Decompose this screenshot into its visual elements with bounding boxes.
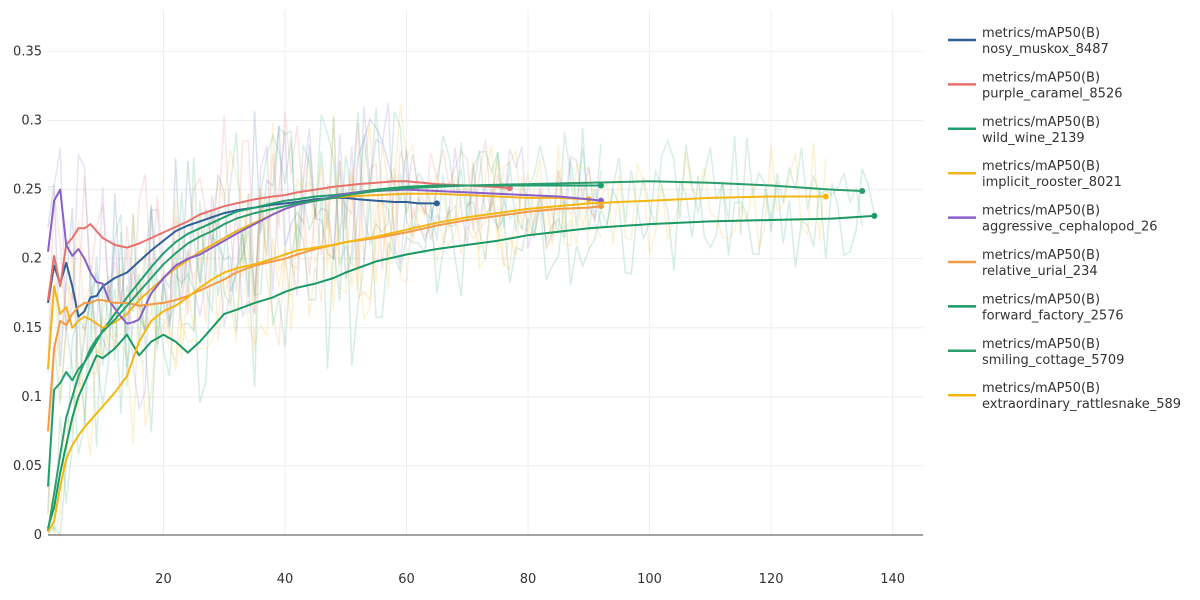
legend-run-name: nosy_muskox_8487 [982,42,1109,57]
y-tick-label: 0.35 [13,44,42,59]
series-end-marker [506,185,513,192]
series-end-marker [871,212,878,219]
series-end-marker [859,187,866,194]
x-tick-label: 60 [398,572,415,587]
legend-run-name: extraordinary_rattlesnake_589 [982,397,1181,412]
legend-run-name: smiling_cottage_5709 [982,353,1124,368]
series-line-extraordinary_rattlesnake_589[interactable] [47,195,826,533]
y-tick-label: 0.25 [13,183,42,198]
y-tick-label: 0.1 [21,390,42,405]
series-line-purple_caramel_8526[interactable] [47,180,510,301]
legend-metric-label: metrics/mAP50(B) [982,70,1100,85]
series-line-aggressive_cephalopod_26[interactable] [47,188,602,325]
legend-item[interactable]: metrics/mAP50(B)smiling_cottage_5709 [948,337,1124,368]
raw-series-line [47,142,827,536]
series-line-smiling_cottage_5709[interactable] [47,180,863,532]
y-tick-label: 0.05 [13,459,42,474]
series-line-nosy_muskox_8487[interactable] [47,196,437,318]
raw-series-line [47,107,863,532]
legend-metric-label: metrics/mAP50(B) [982,248,1100,263]
legend-item[interactable]: metrics/mAP50(B)purple_caramel_8526 [948,70,1122,101]
legend-item[interactable]: metrics/mAP50(B)extraordinary_rattlesnak… [948,381,1181,412]
x-tick-label: 40 [277,572,294,587]
legend-metric-label: metrics/mAP50(B) [982,26,1100,41]
axes: 0 0.05 0.1 0.15 0.2 0.25 0.3 0.35 20 40 60 80 100 120… [13,44,923,587]
x-tick-label: 100 [637,572,662,587]
legend-run-name: relative_urial_234 [982,264,1098,279]
x-tick-label: 120 [759,572,784,587]
legend-run-name: aggressive_cephalopod_26 [982,220,1158,235]
legend-metric-label: metrics/mAP50(B) [982,115,1100,130]
series-line-relative_urial_234[interactable] [47,205,602,432]
legend-metric-label: metrics/mAP50(B) [982,292,1100,307]
series-layer [47,180,878,533]
x-tick-label: 140 [880,572,905,587]
y-tick-label: 0.15 [13,321,42,336]
x-tick-label: 20 [155,572,172,587]
raw-series-layer [47,102,876,538]
raw-series-line [47,102,602,411]
legend-item[interactable]: metrics/mAP50(B)implicit_rooster_8021 [948,159,1122,190]
raw-series-line [47,111,511,373]
series-end-marker [597,182,604,189]
legend-metric-label: metrics/mAP50(B) [982,159,1100,174]
y-tick-label: 0 [34,528,42,543]
legend-run-name: forward_factory_2576 [982,308,1124,323]
legend-item[interactable]: metrics/mAP50(B)nosy_muskox_8487 [948,26,1109,57]
x-tick-label: 80 [520,572,537,587]
series-end-marker [822,193,829,200]
grid [48,10,923,535]
legend-item[interactable]: metrics/mAP50(B)aggressive_cephalopod_26 [948,204,1158,235]
legend-item[interactable]: metrics/mAP50(B)forward_factory_2576 [948,292,1124,323]
series-line-implicit_rooster_8021[interactable] [47,192,589,370]
legend-run-name: implicit_rooster_8021 [982,175,1122,190]
legend-item[interactable]: metrics/mAP50(B)wild_wine_2139 [948,115,1100,146]
legend: metrics/mAP50(B)nosy_muskox_8487metrics/… [948,26,1181,412]
raw-series-line [47,111,602,514]
legend-run-name: wild_wine_2139 [982,131,1085,146]
legend-item[interactable]: metrics/mAP50(B)relative_urial_234 [948,248,1100,279]
series-end-marker [433,200,440,207]
series-line-forward_factory_2576[interactable] [47,214,875,529]
legend-metric-label: metrics/mAP50(B) [982,381,1100,396]
y-tick-label: 0.3 [21,114,42,129]
legend-metric-label: metrics/mAP50(B) [982,337,1100,352]
y-tick-label: 0.2 [21,252,42,267]
series-end-marker [597,203,604,210]
legend-metric-label: metrics/mAP50(B) [982,204,1100,219]
legend-run-name: purple_caramel_8526 [982,86,1122,101]
raw-series-line [47,168,876,538]
